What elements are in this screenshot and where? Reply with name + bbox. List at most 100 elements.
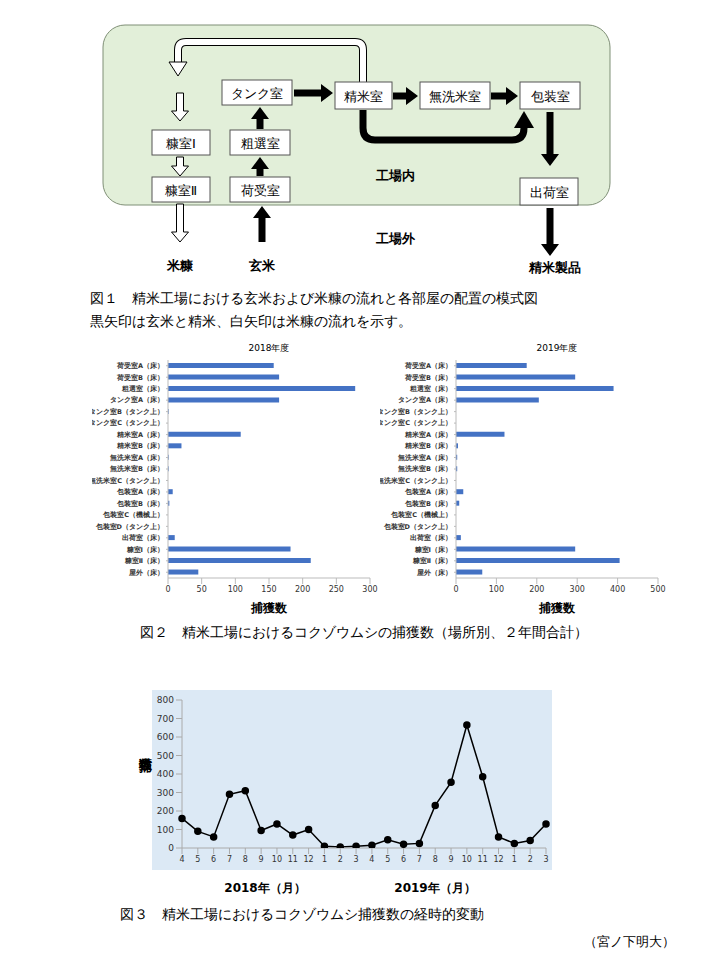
svg-text:300: 300: [570, 585, 585, 594]
html-text:黒矢印は玄米と精米、白矢印は米糠の流れを示す。: 黒矢印は玄米と精米、白矢印は米糠の流れを示す。: [90, 313, 412, 329]
svg-text:10: 10: [272, 855, 282, 864]
svg-text:無洗米室: 無洗米室: [429, 89, 481, 104]
svg-text:0: 0: [453, 585, 458, 594]
svg-text:12: 12: [493, 855, 503, 864]
svg-text:100: 100: [228, 585, 243, 594]
svg-text:糠室Ⅱ（床）: 糠室Ⅱ（床）: [124, 556, 164, 565]
svg-text:12: 12: [304, 855, 314, 864]
svg-text:粗選室: 粗選室: [241, 136, 280, 151]
svg-text:9: 9: [448, 855, 453, 864]
svg-text:荷受室B（床）: 荷受室B（床）: [404, 373, 452, 382]
svg-text:無洗米室B（床）: 無洗米室B（床）: [109, 464, 164, 473]
svg-text:出荷室: 出荷室: [530, 185, 569, 200]
svg-text:精米室B（床）: 精米室B（床）: [116, 441, 164, 450]
svg-text:600: 600: [157, 732, 174, 742]
svg-text:1: 1: [322, 855, 327, 864]
svg-text:400: 400: [157, 769, 174, 779]
svg-text:9: 9: [259, 855, 264, 864]
svg-text:無洗米室C（タンク上）: 無洗米室C（タンク上）: [92, 476, 164, 485]
svg-text:10: 10: [462, 855, 472, 864]
svg-text:米糠: 米糠: [166, 258, 194, 273]
svg-text:200: 200: [157, 806, 174, 816]
svg-text:無洗米室B（床）: 無洗米室B（床）: [397, 464, 452, 473]
svg-text:荷受室A（床）: 荷受室A（床）: [404, 361, 452, 370]
svg-text:11: 11: [478, 855, 488, 864]
svg-text:工場内: 工場内: [375, 168, 415, 183]
svg-text:タンク室A（床）: タンク室A（床）: [110, 395, 164, 404]
svg-text:荷受室B（床）: 荷受室B（床）: [116, 373, 164, 382]
svg-text:包装室C（機械上）: 包装室C（機械上）: [390, 510, 452, 519]
svg-text:精米室A（床）: 精米室A（床）: [404, 430, 452, 439]
svg-text:4: 4: [369, 855, 374, 864]
svg-text:工場外: 工場外: [375, 231, 416, 246]
svg-text:800: 800: [157, 695, 174, 705]
svg-text:包装室D（タンク上）: 包装室D（タンク上）: [383, 522, 452, 531]
svg-text:8: 8: [433, 855, 438, 864]
svg-text:荷受室: 荷受室: [241, 183, 280, 198]
svg-text:無洗米室C（タンク上）: 無洗米室C（タンク上）: [380, 476, 452, 485]
svg-text:タンク室: タンク室: [231, 86, 283, 101]
svg-text:タンク室B（タンク上）: タンク室B（タンク上）: [92, 407, 164, 416]
svg-text:タンク室C（タンク上）: タンク室C（タンク上）: [92, 418, 164, 427]
svg-text:150: 150: [261, 585, 276, 594]
svg-text:500: 500: [157, 751, 174, 761]
html-text:図１ 精米工場における玄米および米糠の流れと各部屋の配置の模: 図１ 精米工場における玄米および米糠の流れと各部屋の配置の模式図: [90, 290, 538, 306]
svg-text:糠室Ⅱ: 糠室Ⅱ: [165, 183, 197, 198]
svg-text:300: 300: [157, 788, 174, 798]
svg-text:タンク室C（タンク上）: タンク室C（タンク上）: [380, 418, 452, 427]
svg-text:0: 0: [165, 585, 170, 594]
svg-text:8: 8: [243, 855, 248, 864]
svg-text:精米室: 精米室: [344, 89, 383, 104]
svg-text:包装室C（機械上）: 包装室C（機械上）: [102, 510, 164, 519]
svg-text:250: 250: [329, 585, 344, 594]
svg-text:100: 100: [157, 825, 174, 835]
svg-text:包装室A（床）: 包装室A（床）: [116, 487, 164, 496]
svg-text:500: 500: [650, 585, 665, 594]
svg-text:荷受室A（床）: 荷受室A（床）: [116, 361, 164, 370]
svg-text:1: 1: [512, 855, 517, 864]
svg-text:400: 400: [610, 585, 625, 594]
svg-text:6: 6: [401, 855, 406, 864]
svg-text:糠室Ⅰ（床）: 糠室Ⅰ（床）: [414, 545, 452, 554]
svg-text:糠室Ⅰ: 糠室Ⅰ: [166, 136, 196, 151]
svg-text:7: 7: [417, 855, 422, 864]
svg-text:包装室B（床）: 包装室B（床）: [116, 499, 164, 508]
svg-text:精米室B（床）: 精米室B（床）: [404, 441, 452, 450]
svg-text:100: 100: [489, 585, 504, 594]
svg-text:50: 50: [197, 585, 207, 594]
svg-text:3: 3: [543, 855, 548, 864]
svg-text:糠室Ⅰ（床）: 糠室Ⅰ（床）: [126, 545, 164, 554]
svg-text:包装室A（床）: 包装室A（床）: [404, 487, 452, 496]
svg-text:700: 700: [157, 714, 174, 724]
svg-text:7: 7: [227, 855, 232, 864]
svg-text:タンク室B（タンク上）: タンク室B（タンク上）: [380, 407, 452, 416]
svg-text:4: 4: [179, 855, 184, 864]
svg-text:200: 200: [529, 585, 544, 594]
svg-text:無洗米室A（床）: 無洗米室A（床）: [397, 453, 452, 462]
svg-text:玄米: 玄米: [248, 258, 276, 273]
svg-text:0: 0: [168, 843, 174, 853]
svg-text:5: 5: [195, 855, 200, 864]
svg-text:粗選室（床）: 粗選室（床）: [121, 384, 164, 393]
svg-text:3: 3: [354, 855, 359, 864]
svg-text:出荷室（床）: 出荷室（床）: [122, 533, 164, 542]
svg-text:5: 5: [385, 855, 390, 864]
svg-text:出荷室（床）: 出荷室（床）: [410, 533, 452, 542]
svg-text:200: 200: [295, 585, 310, 594]
svg-text:2: 2: [528, 855, 533, 864]
svg-text:屋外（床）: 屋外（床）: [416, 568, 452, 577]
svg-text:無洗米室A（床）: 無洗米室A（床）: [109, 453, 164, 462]
svg-text:11: 11: [288, 855, 298, 864]
svg-text:屋外（床）: 屋外（床）: [128, 568, 164, 577]
svg-text:包装室D（タンク上）: 包装室D（タンク上）: [95, 522, 164, 531]
svg-text:タンク室A（床）: タンク室A（床）: [398, 395, 452, 404]
svg-text:糠室Ⅱ（床）: 糠室Ⅱ（床）: [412, 556, 452, 565]
svg-text:粗選室（床）: 粗選室（床）: [409, 384, 452, 393]
svg-text:包装室: 包装室: [531, 89, 570, 104]
svg-text:6: 6: [211, 855, 216, 864]
svg-text:精米製品: 精米製品: [528, 260, 581, 275]
svg-text:2: 2: [338, 855, 343, 864]
svg-text:300: 300: [362, 585, 377, 594]
svg-text:精米室A（床）: 精米室A（床）: [116, 430, 164, 439]
svg-text:包装室B（床）: 包装室B（床）: [404, 499, 452, 508]
